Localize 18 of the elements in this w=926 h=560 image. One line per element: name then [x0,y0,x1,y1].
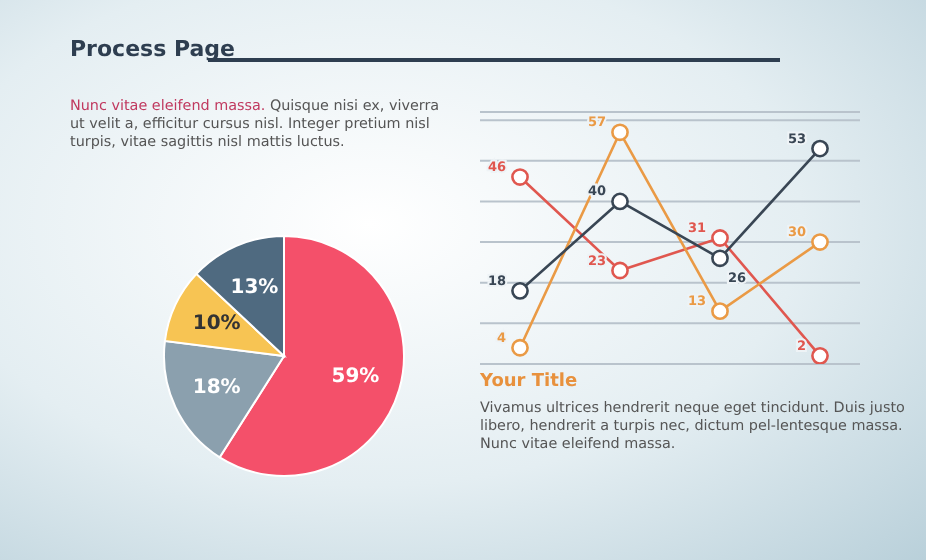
data-label: 13% [230,276,279,299]
point [511,338,529,357]
point [811,139,829,158]
point [711,302,729,321]
chart-title: Process Page [70,36,235,62]
data-label: 59% [331,365,380,388]
data-label: 10% [192,313,241,336]
point [611,192,629,211]
point [711,249,729,268]
point [511,168,529,186]
point [611,261,629,280]
point [811,346,829,364]
point [611,123,629,142]
point [711,229,729,247]
point [511,281,529,300]
text: Your Title [480,372,580,392]
data-label: 18% [192,376,241,399]
point [811,233,829,251]
